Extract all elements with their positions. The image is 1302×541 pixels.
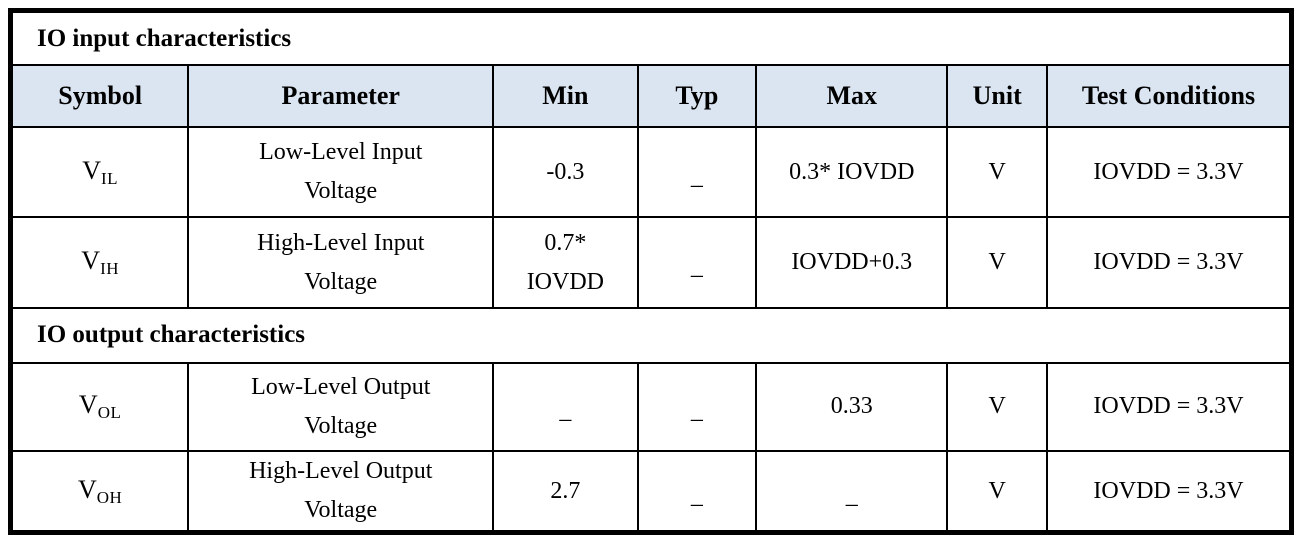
section-title-row-output: IO output characteristics xyxy=(13,306,1289,364)
cell-parameter: Low-Level Output Voltage xyxy=(187,361,495,453)
cell-parameter: Low-Level Input Voltage xyxy=(187,126,495,219)
symbol-base: V xyxy=(78,390,98,420)
cell-min: -0.3 xyxy=(492,126,639,219)
cell-max: 0.33 xyxy=(755,361,949,453)
cell-max: IOVDD+0.3 xyxy=(755,216,949,309)
cell-unit: V xyxy=(946,361,1049,453)
header-typ: Typ xyxy=(636,64,758,129)
cell-test-conditions: IOVDD = 3.3V xyxy=(1046,126,1289,219)
header-unit: Unit xyxy=(946,64,1049,129)
cell-test-conditions: IOVDD = 3.3V xyxy=(1046,216,1289,309)
header-min: Min xyxy=(492,64,639,129)
io-characteristics-table: IO input characteristics Symbol Paramete… xyxy=(8,8,1294,535)
header-symbol: Symbol xyxy=(13,64,190,129)
symbol-base: V xyxy=(82,155,102,185)
header-max: Max xyxy=(755,64,949,129)
symbol-subscript: OH xyxy=(96,487,123,507)
cell-unit: V xyxy=(946,216,1049,309)
symbol-base: V xyxy=(81,246,101,276)
symbol-subscript: IH xyxy=(100,259,120,279)
table-row-vih: VIH High-Level Input Voltage 0.7* IOVDD … xyxy=(13,216,1289,309)
cell-typ: – xyxy=(636,126,758,219)
cell-parameter: High-Level Output Voltage xyxy=(187,450,495,530)
cell-min: – xyxy=(492,361,639,453)
symbol-base: V xyxy=(77,474,97,504)
section-title-output: IO output characteristics xyxy=(13,306,1289,364)
cell-test-conditions: IOVDD = 3.3V xyxy=(1046,450,1289,530)
characteristics-table: IO input characteristics Symbol Paramete… xyxy=(13,13,1289,530)
cell-max: – xyxy=(755,450,949,530)
cell-max: 0.3* IOVDD xyxy=(755,126,949,219)
cell-symbol: VIL xyxy=(13,126,190,219)
cell-typ: – xyxy=(636,216,758,309)
cell-min: 0.7* IOVDD xyxy=(492,216,639,309)
symbol-subscript: OL xyxy=(97,403,122,423)
section-title-input: IO input characteristics xyxy=(13,13,1289,67)
cell-symbol: VOH xyxy=(13,450,190,530)
table-row-vil: VIL Low-Level Input Voltage -0.3 – 0.3* … xyxy=(13,126,1289,219)
cell-unit: V xyxy=(946,450,1049,530)
header-row: Symbol Parameter Min Typ Max Unit Test C… xyxy=(13,64,1289,129)
header-parameter: Parameter xyxy=(187,64,495,129)
cell-symbol: VIH xyxy=(13,216,190,309)
section-title-row-input: IO input characteristics xyxy=(13,13,1289,67)
cell-typ: – xyxy=(636,450,758,530)
table-row-voh: VOH High-Level Output Voltage 2.7 – – V … xyxy=(13,450,1289,530)
cell-min: 2.7 xyxy=(492,450,639,530)
cell-typ: – xyxy=(636,361,758,453)
cell-unit: V xyxy=(946,126,1049,219)
header-test-conditions: Test Conditions xyxy=(1046,64,1289,129)
table-row-vol: VOL Low-Level Output Voltage – – 0.33 V … xyxy=(13,361,1289,453)
cell-symbol: VOL xyxy=(13,361,190,453)
cell-test-conditions: IOVDD = 3.3V xyxy=(1046,361,1289,453)
symbol-subscript: IL xyxy=(101,168,119,188)
cell-parameter: High-Level Input Voltage xyxy=(187,216,495,309)
